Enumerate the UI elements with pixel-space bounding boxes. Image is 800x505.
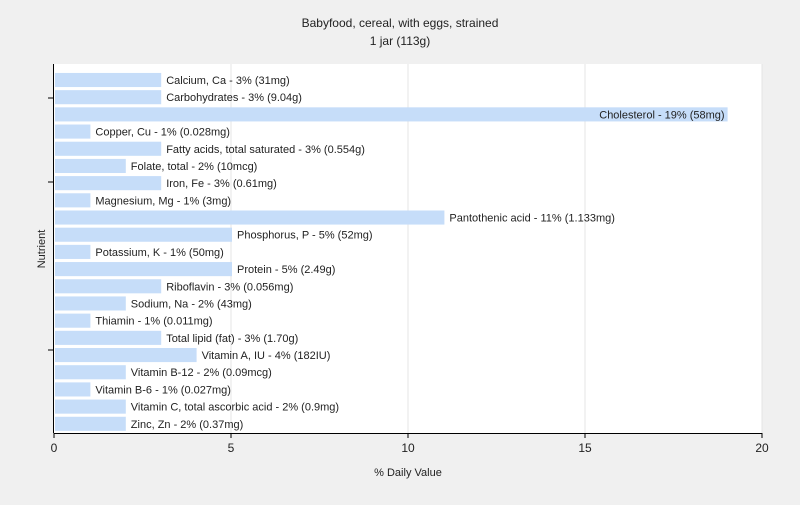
x-tick-label: 20 (755, 441, 769, 455)
x-tick-label: 15 (578, 441, 592, 455)
x-axis-label: % Daily Value (374, 467, 442, 479)
bar (55, 262, 232, 277)
bar (55, 347, 197, 363)
axes: 0 5 10 15 20 (48, 64, 769, 455)
bar-label: Vitamin A, IU - 4% (182IU) (202, 350, 331, 362)
bar (55, 416, 126, 431)
bar (55, 107, 728, 122)
bar-label: Potassium, K - 1% (50mg) (95, 247, 223, 259)
bar (55, 124, 91, 139)
bar-label: Riboflavin - 3% (0.056mg) (166, 281, 293, 293)
bar-label: Protein - 5% (2.49g) (237, 264, 335, 276)
bar (55, 90, 162, 105)
bar (55, 296, 126, 311)
chart-subtitle: 1 jar (113g) (370, 34, 430, 48)
bar-label: Fatty acids, total saturated - 3% (0.554… (166, 144, 365, 156)
bar (55, 244, 91, 259)
bar (55, 399, 126, 414)
bar (55, 193, 91, 208)
bar-label: Iron, Fe - 3% (0.61mg) (166, 178, 277, 190)
bar (55, 72, 162, 88)
bar-label: Carbohydrates - 3% (9.04g) (166, 92, 302, 104)
bar-label: Folate, total - 2% (10mcg) (131, 161, 258, 173)
bar (55, 313, 91, 328)
bar-label: Vitamin C, total ascorbic acid - 2% (0.9… (131, 402, 339, 414)
gridlines (230, 64, 763, 433)
bar (55, 279, 162, 294)
x-tick-label: 5 (228, 441, 235, 455)
bar-label: Sodium, Na - 2% (43mg) (131, 298, 252, 310)
bar-label: Total lipid (fat) - 3% (1.70g) (166, 333, 298, 345)
bar-label: Magnesium, Mg - 1% (3mg) (95, 195, 231, 207)
bar-label: Cholesterol - 19% (58mg) (599, 109, 724, 121)
bar-label: Copper, Cu - 1% (0.028mg) (95, 127, 230, 139)
bar (55, 141, 162, 156)
bar (55, 158, 126, 174)
bar (55, 227, 232, 242)
x-tick-label: 10 (401, 441, 415, 455)
bar (55, 176, 162, 191)
bar (55, 382, 91, 397)
bar (55, 330, 162, 345)
bar-label: Pantothenic acid - 11% (1.133mg) (449, 213, 615, 225)
x-tick-label: 0 (51, 441, 58, 455)
bar-label: Vitamin B-6 - 1% (0.027mg) (95, 384, 231, 396)
bar-label: Zinc, Zn - 2% (0.37mg) (131, 419, 243, 431)
y-axis-label: Nutrient (36, 230, 48, 269)
bar (55, 210, 445, 225)
bar-label: Thiamin - 1% (0.011mg) (95, 316, 212, 328)
bar (55, 365, 126, 380)
bars: Calcium, Ca - 3% (31mg) Carbohydrates - 3… (55, 72, 728, 431)
chart-title: Babyfood, cereal, with eggs, strained (302, 16, 499, 30)
bar-label: Phosphorus, P - 5% (52mg) (237, 230, 373, 242)
bar-label: Vitamin B-12 - 2% (0.09mcg) (131, 367, 272, 379)
bar-label: Calcium, Ca - 3% (31mg) (166, 75, 289, 87)
